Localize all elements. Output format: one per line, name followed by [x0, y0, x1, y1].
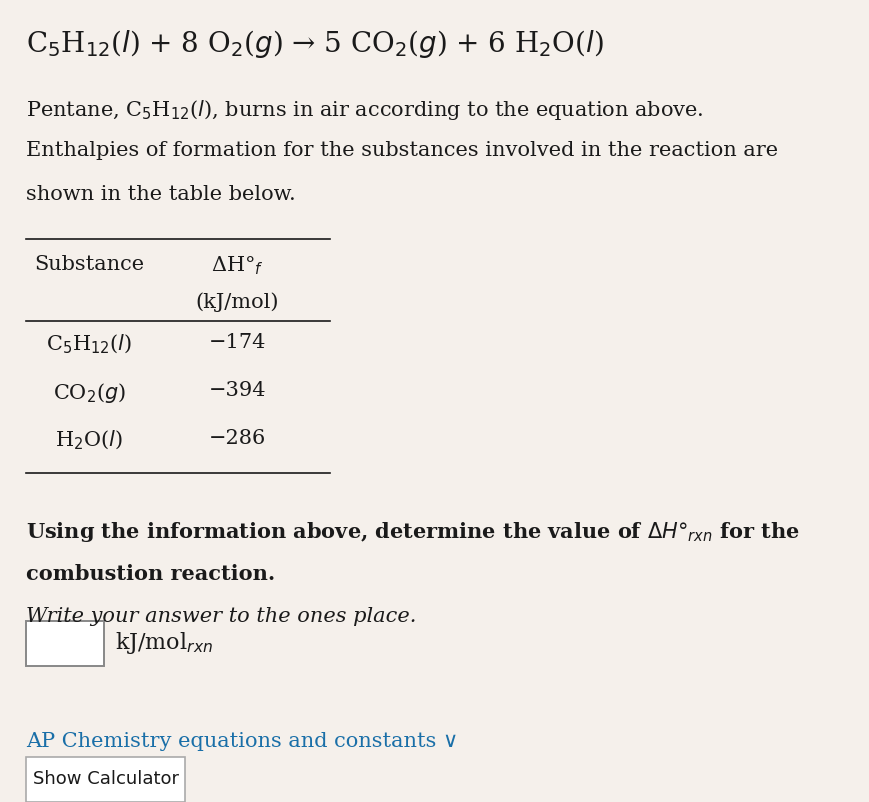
Text: Enthalpies of formation for the substances involved in the reaction are: Enthalpies of formation for the substanc… — [26, 141, 779, 160]
Text: kJ/mol$_{rxn}$: kJ/mol$_{rxn}$ — [116, 630, 213, 656]
FancyBboxPatch shape — [26, 621, 104, 666]
Text: Show Calculator: Show Calculator — [33, 770, 179, 788]
Text: H$_2$O($l$): H$_2$O($l$) — [56, 429, 123, 452]
Text: Using the information above, determine the value of $\Delta H°_{rxn}$ for the: Using the information above, determine t… — [26, 520, 800, 544]
FancyBboxPatch shape — [26, 757, 185, 802]
Text: −174: −174 — [209, 333, 266, 351]
Text: combustion reaction.: combustion reaction. — [26, 564, 275, 584]
Text: −286: −286 — [209, 429, 266, 448]
Text: Substance: Substance — [34, 255, 144, 273]
Text: CO$_2$($g$): CO$_2$($g$) — [53, 381, 126, 405]
Text: AP Chemistry equations and constants ∨: AP Chemistry equations and constants ∨ — [26, 731, 459, 751]
Text: Write your answer to the ones place.: Write your answer to the ones place. — [26, 607, 417, 626]
Text: ΔH°$_f$: ΔH°$_f$ — [211, 255, 263, 277]
Text: C$_5$H$_{12}$($l$): C$_5$H$_{12}$($l$) — [46, 333, 132, 356]
Text: shown in the table below.: shown in the table below. — [26, 184, 296, 204]
Text: −394: −394 — [209, 381, 266, 400]
Text: C$_5$H$_{12}$($l$) + 8 O$_2$($g$) → 5 CO$_2$($g$) + 6 H$_2$O($l$): C$_5$H$_{12}$($l$) + 8 O$_2$($g$) → 5 CO… — [26, 27, 604, 59]
Text: (kJ/mol): (kJ/mol) — [196, 292, 279, 312]
Text: Pentane, C$_5$H$_{12}$($l$), burns in air according to the equation above.: Pentane, C$_5$H$_{12}$($l$), burns in ai… — [26, 98, 704, 122]
